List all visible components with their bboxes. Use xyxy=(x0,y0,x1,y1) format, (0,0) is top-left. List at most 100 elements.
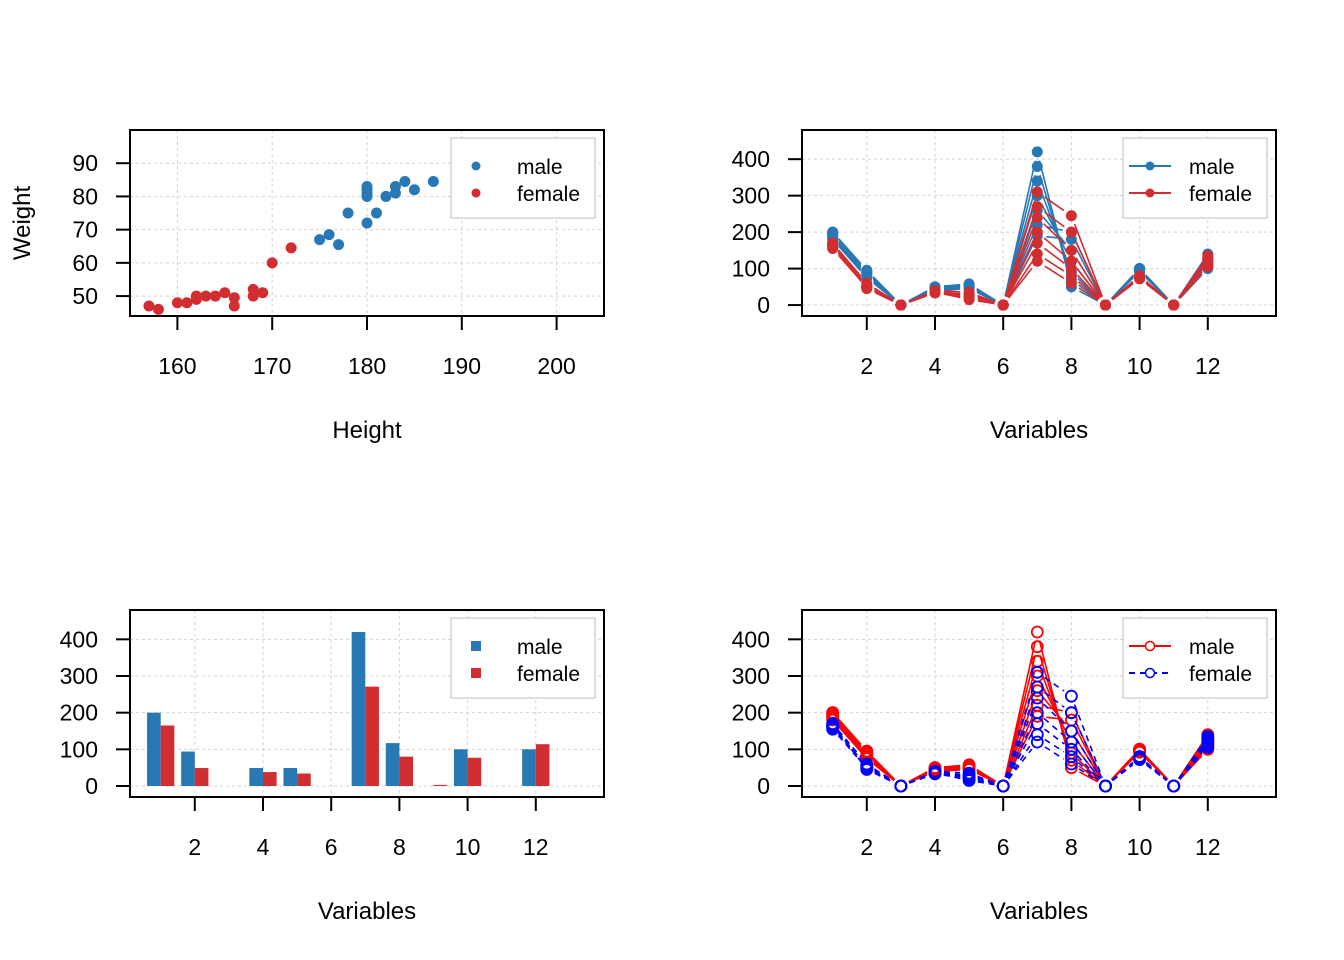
data-point xyxy=(1031,212,1043,224)
data-point xyxy=(361,180,373,192)
series-line-segment xyxy=(977,298,995,304)
data-point xyxy=(380,190,392,202)
series-line-segment xyxy=(943,764,961,768)
y-tick-label: 200 xyxy=(732,219,770,245)
legend-box xyxy=(450,617,596,699)
series-line-segment xyxy=(1043,237,1066,257)
bar xyxy=(535,744,550,786)
series-line-segment xyxy=(1044,728,1065,745)
data-point xyxy=(257,287,269,299)
data-point xyxy=(894,779,908,793)
series-line-segment xyxy=(976,768,996,782)
series-line-segment xyxy=(943,292,961,297)
series-line-segment xyxy=(838,726,862,753)
data-point xyxy=(219,287,231,299)
series-line-segment xyxy=(943,767,961,770)
data-point xyxy=(1064,750,1078,764)
series-line-segment xyxy=(909,294,927,303)
legend-marker-male xyxy=(1144,640,1156,652)
series-line-segment xyxy=(838,245,862,272)
bar xyxy=(385,743,400,786)
legend-label-female: female xyxy=(517,183,580,206)
x-tick-label: 6 xyxy=(997,353,1010,379)
legend: male female xyxy=(1122,617,1268,699)
data-point xyxy=(285,242,297,254)
x-tick-label: 2 xyxy=(188,834,201,860)
series-line-segment xyxy=(1078,768,1099,782)
bar xyxy=(351,632,366,786)
legend-key-male xyxy=(1129,161,1171,171)
data-point xyxy=(861,267,873,279)
data-point xyxy=(1133,752,1146,766)
data-point xyxy=(1064,706,1078,720)
series-line-segment xyxy=(1044,211,1065,228)
series-line-segment xyxy=(1006,239,1035,298)
series-line-segment xyxy=(1044,746,1065,760)
series-line-segment xyxy=(837,731,862,761)
legend-marker-female xyxy=(1145,188,1155,198)
y-tick-label: 200 xyxy=(60,700,98,726)
series-line-segment xyxy=(1043,223,1066,245)
data-point xyxy=(928,766,942,780)
series-line-segment xyxy=(837,253,862,281)
data-point xyxy=(1030,665,1044,679)
y-tick-label: 400 xyxy=(60,626,98,652)
legend-marker-female xyxy=(471,188,481,198)
series-line-segment xyxy=(1004,175,1036,297)
series-line-segment xyxy=(943,291,961,295)
series-line-segment xyxy=(837,249,862,277)
y-tick-label: 70 xyxy=(72,217,98,243)
bar xyxy=(194,768,209,786)
data-point xyxy=(1064,742,1078,756)
x-axis-title: Variables xyxy=(990,417,1088,444)
series-line-segment xyxy=(1078,284,1099,301)
x-tick-label: 10 xyxy=(455,834,481,860)
series-line-segment xyxy=(943,283,961,287)
series-line-segment xyxy=(943,290,961,293)
legend-key-female xyxy=(1129,667,1171,679)
data-point xyxy=(1030,728,1044,742)
data-point xyxy=(895,299,907,311)
x-tick-label: 10 xyxy=(1127,353,1153,379)
data-point xyxy=(1065,210,1077,222)
series-line-segment xyxy=(1076,267,1101,299)
series-line-segment xyxy=(1044,247,1065,264)
data-point xyxy=(1030,717,1044,731)
series-line-segment xyxy=(872,759,895,781)
series-line-segment xyxy=(1007,261,1033,299)
series-line-segment xyxy=(1145,277,1168,300)
bar xyxy=(181,751,195,786)
series-line-segment xyxy=(909,775,927,784)
legend-label-female: female xyxy=(517,663,580,686)
data-point xyxy=(1099,779,1112,793)
series-line-segment xyxy=(1044,265,1065,279)
series-line-segment xyxy=(943,772,961,776)
legend-marker-male xyxy=(471,161,481,171)
series-line-segment xyxy=(874,290,894,302)
legend-key-female xyxy=(1129,188,1171,198)
series-line-segment xyxy=(1005,225,1035,297)
data-point xyxy=(1065,277,1077,289)
legend-label-male: male xyxy=(517,636,563,659)
series-line-segment xyxy=(1078,290,1098,302)
x-tick-label: 12 xyxy=(523,834,549,860)
data-point xyxy=(200,290,212,302)
x-tick-label: 12 xyxy=(1195,834,1221,860)
series-line-segment xyxy=(1045,225,1063,232)
x-tick-label: 8 xyxy=(1065,353,1078,379)
chart-panel-lines-open: 2 4 6 8 10 12 0 100 200 300 400 Variables male female xyxy=(732,609,1277,925)
legend-swatch-female xyxy=(471,668,481,678)
series-line-segment xyxy=(837,733,862,762)
data-point xyxy=(1202,250,1214,262)
data-point xyxy=(1201,737,1215,751)
bar xyxy=(365,686,379,786)
series-line-segment xyxy=(1044,691,1065,708)
legend: male female xyxy=(450,137,596,219)
series-line-segment xyxy=(977,300,995,305)
data-point xyxy=(427,175,439,187)
series-line-segment xyxy=(1073,704,1104,778)
series-line-segment xyxy=(1006,724,1035,779)
bar xyxy=(399,756,414,786)
series-line-segment xyxy=(1005,695,1036,778)
data-point xyxy=(929,286,941,298)
